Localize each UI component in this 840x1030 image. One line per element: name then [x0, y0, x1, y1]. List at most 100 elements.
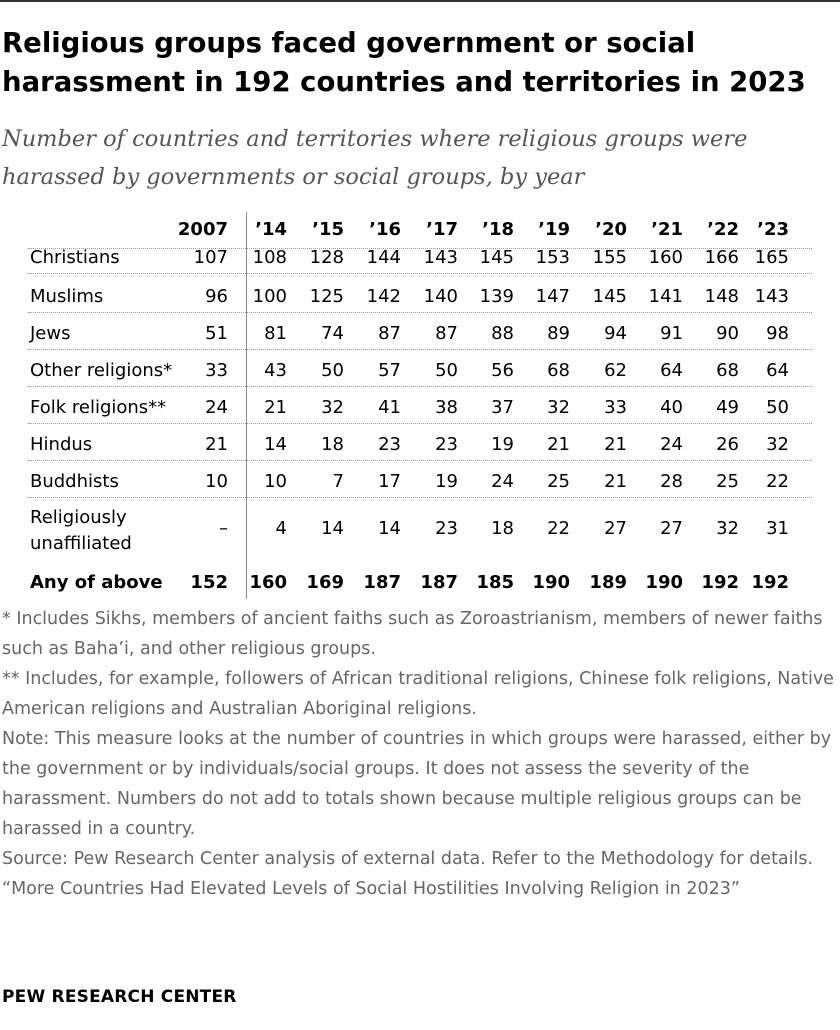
table-cell: 147 [535, 286, 570, 307]
row-label: Muslims [30, 286, 104, 307]
table-cell: 166 [704, 247, 739, 268]
table-cell: 10 [264, 471, 287, 492]
row-separator [28, 423, 812, 424]
total-cell: 192 [701, 572, 739, 593]
table-cell: 17 [378, 471, 401, 492]
table-cell: 108 [252, 247, 287, 268]
total-label: Any of above [30, 572, 163, 593]
report-title: “More Countries Had Elevated Levels of S… [2, 879, 740, 899]
table-cell: 140 [423, 286, 458, 307]
table-cell: 23 [378, 434, 401, 455]
table-cell: – [219, 518, 228, 539]
total-cell: 160 [249, 572, 287, 593]
table-cell: 33 [604, 397, 627, 418]
table-cell: 96 [205, 286, 228, 307]
total-cell: 152 [190, 572, 228, 593]
row-separator [28, 312, 812, 313]
table-cell: 41 [378, 397, 401, 418]
column-header: ’22 [707, 219, 739, 240]
table-cell: 68 [716, 360, 739, 381]
table-cell: 50 [766, 397, 789, 418]
column-header: 2007 [177, 219, 228, 240]
table-cell: 32 [547, 397, 570, 418]
table-cell: 100 [252, 286, 287, 307]
table-cell: 10 [205, 471, 228, 492]
row-label: Religiously unaffiliated [30, 505, 132, 557]
pew-logo-text: PEW RESEARCH CENTER [2, 987, 237, 1007]
table-cell: 165 [754, 247, 789, 268]
table-cell: 7 [332, 471, 344, 492]
table-cell: 25 [716, 471, 739, 492]
table-cell: 87 [378, 323, 401, 344]
data-table: 2007 ’14 ’15 ’16 ’17 ’18 ’19 ’20 ’21 ’22 ’23 Christ… [0, 212, 840, 602]
methodology-note: Note: This measure looks at the number o… [2, 729, 832, 839]
table-cell: 23 [435, 434, 458, 455]
total-cell: 192 [751, 572, 789, 593]
chart-title: Religious groups faced government or soc… [2, 27, 806, 98]
table-cell: 148 [704, 286, 739, 307]
table-cell: 144 [366, 247, 401, 268]
table-cell: 24 [491, 471, 514, 492]
row-label-line: unaffiliated [30, 533, 132, 554]
column-header: ’19 [538, 219, 570, 240]
table-cell: 25 [547, 471, 570, 492]
column-header: ’17 [426, 219, 458, 240]
table-cell: 27 [660, 518, 683, 539]
row-label: Folk religions** [30, 397, 167, 418]
table-cell: 139 [479, 286, 514, 307]
table-cell: 21 [205, 434, 228, 455]
table-cell: 50 [435, 360, 458, 381]
table-cell: 32 [716, 518, 739, 539]
footnote-other-religions: * Includes Sikhs, members of ancient fai… [2, 609, 823, 659]
table-cell: 142 [366, 286, 401, 307]
table-cell: 14 [321, 518, 344, 539]
total-cell: 190 [645, 572, 683, 593]
table-cell: 19 [435, 471, 458, 492]
row-label: Other religions* [30, 360, 173, 381]
footnotes: * Includes Sikhs, members of ancient fai… [2, 604, 838, 904]
table-cell: 145 [479, 247, 514, 268]
table-cell: 125 [309, 286, 344, 307]
table-cell: 24 [205, 397, 228, 418]
total-cell: 187 [420, 572, 458, 593]
table-cell: 23 [435, 518, 458, 539]
table-cell: 27 [604, 518, 627, 539]
column-header: ’21 [651, 219, 683, 240]
table-cell: 14 [264, 434, 287, 455]
table-cell: 91 [660, 323, 683, 344]
table-cell: 153 [535, 247, 570, 268]
column-header: ’16 [369, 219, 401, 240]
column-header: ’15 [312, 219, 344, 240]
source-note: Source: Pew Research Center analysis of … [2, 849, 814, 869]
total-cell: 185 [476, 572, 514, 593]
table-cell: 141 [648, 286, 683, 307]
column-header: ’18 [482, 219, 514, 240]
table-cell: 155 [592, 247, 627, 268]
row-separator [28, 497, 812, 498]
column-header: ’14 [255, 219, 287, 240]
table-cell: 64 [766, 360, 789, 381]
table-cell: 87 [435, 323, 458, 344]
row-label-line: Religiously [30, 507, 127, 528]
table-cell: 128 [309, 247, 344, 268]
row-label: Hindus [30, 434, 93, 455]
table-cell: 21 [604, 471, 627, 492]
table-cell: 14 [378, 518, 401, 539]
table-cell: 68 [547, 360, 570, 381]
table-cell: 143 [423, 247, 458, 268]
table-cell: 160 [648, 247, 683, 268]
table-cell: 4 [275, 518, 287, 539]
table-cell: 74 [321, 323, 344, 344]
table-cell: 98 [766, 323, 789, 344]
table-cell: 143 [754, 286, 789, 307]
row-separator [28, 349, 812, 350]
table-cell: 26 [716, 434, 739, 455]
table-cell: 18 [321, 434, 344, 455]
table-cell: 50 [321, 360, 344, 381]
row-separator [28, 460, 812, 461]
table-cell: 107 [193, 247, 228, 268]
table-cell: 88 [491, 323, 514, 344]
column-header: ’23 [757, 219, 789, 240]
table-cell: 56 [491, 360, 514, 381]
column-divider [246, 212, 247, 599]
